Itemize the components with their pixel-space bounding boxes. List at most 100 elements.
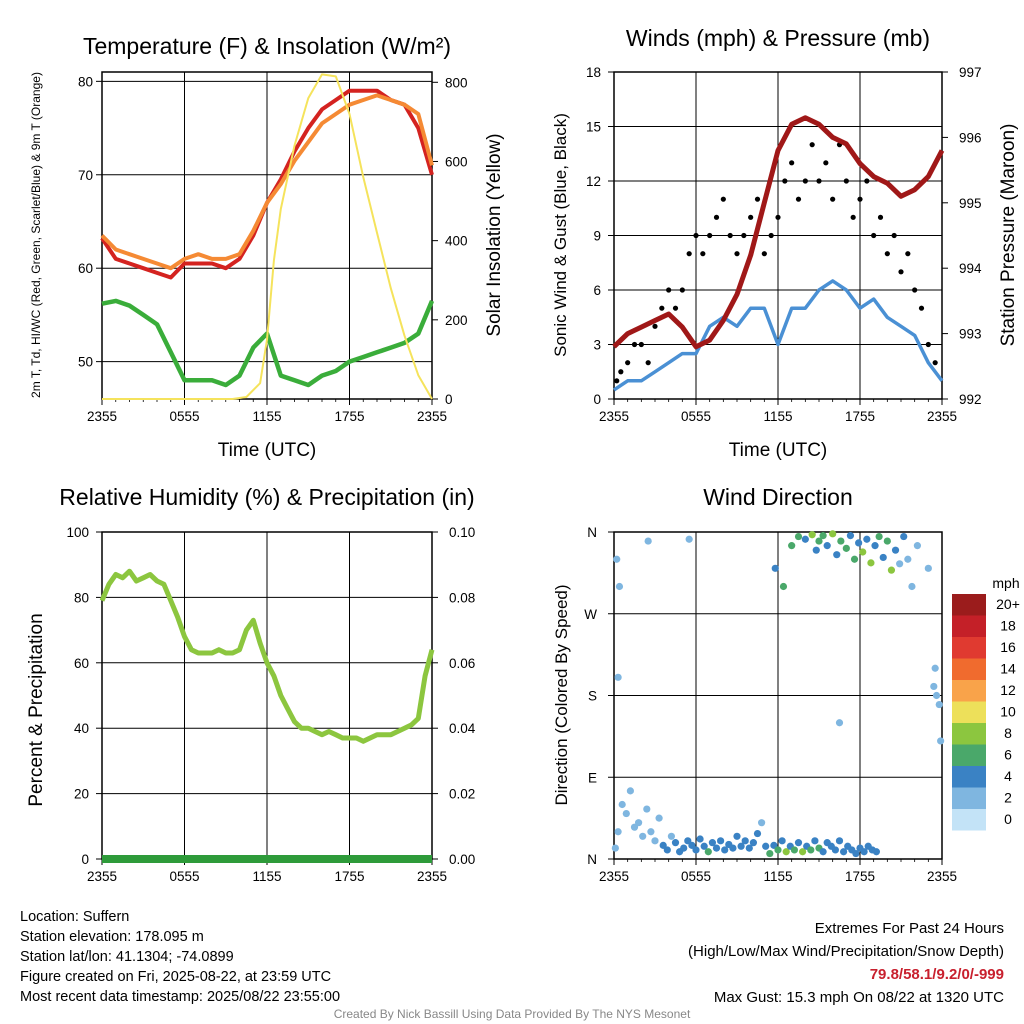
gust-point xyxy=(761,251,767,257)
direction-point xyxy=(647,828,655,836)
direction-point xyxy=(812,546,820,554)
gust-point xyxy=(912,287,918,293)
y-tick-label: 100 xyxy=(66,525,89,540)
direction-point xyxy=(778,837,786,845)
y-right-tick-label: 0.02 xyxy=(449,787,475,802)
y-axis-label: 2m T, Td, HI/WC (Red, Green, Scarlet/Blu… xyxy=(29,72,43,398)
direction-point xyxy=(696,835,704,843)
direction-point xyxy=(745,844,753,852)
legend-swatch xyxy=(952,637,986,659)
direction-point xyxy=(708,839,717,847)
legend-swatch xyxy=(952,766,986,788)
legend-label: 20+ xyxy=(996,596,1020,612)
direction-point xyxy=(891,546,900,554)
y-right-axis-label: Station Pressure (Maroon) xyxy=(998,124,1019,347)
legend-label: 12 xyxy=(1000,682,1016,698)
direction-point xyxy=(644,537,652,545)
direction-point xyxy=(867,559,875,567)
gust-point xyxy=(891,232,897,239)
direction-point xyxy=(823,542,831,550)
direction-point xyxy=(741,837,749,845)
gust-point xyxy=(864,178,870,184)
y-tick-label: 6 xyxy=(593,283,601,298)
y-tick-label: 40 xyxy=(74,721,89,736)
gust-point xyxy=(614,378,620,384)
credit-text: Created By Nick Bassill Using Data Provi… xyxy=(333,1007,691,1021)
y-right-tick-label: 993 xyxy=(959,327,982,342)
y-axis-label: Sonic Wind & Gust (Blue, Black) xyxy=(551,113,570,357)
gust-point xyxy=(693,232,699,239)
direction-point xyxy=(794,839,803,847)
x-tick-label: 0555 xyxy=(681,869,711,884)
x-tick-label: 0555 xyxy=(169,869,199,884)
direction-point xyxy=(835,719,844,727)
direction-point xyxy=(801,535,809,543)
recent-data-text: Most recent data timestamp: 2025/08/22 2… xyxy=(20,989,341,1005)
extremes-title: Extremes For Past 24 Hours xyxy=(814,920,1004,937)
legend-label: 14 xyxy=(1000,661,1016,677)
x-tick-label: 0555 xyxy=(681,409,711,424)
chart-title: Wind Direction xyxy=(703,484,853,510)
direction-point xyxy=(835,837,844,845)
direction-point xyxy=(815,537,823,545)
direction-point xyxy=(712,844,721,852)
direction-point xyxy=(766,849,774,858)
y-right-tick-label: 995 xyxy=(959,196,982,211)
legend-label: 8 xyxy=(1004,725,1012,741)
direction-point xyxy=(618,800,626,809)
direction-point xyxy=(671,839,680,847)
y-tick-label: 70 xyxy=(78,168,93,183)
y-tick-label: 60 xyxy=(78,261,93,276)
direction-point xyxy=(883,537,891,545)
gust-point xyxy=(768,232,774,239)
direction-point xyxy=(840,848,848,856)
gust-point xyxy=(618,369,624,375)
x-tick-label: 1155 xyxy=(252,869,281,884)
y-tick-label: N xyxy=(587,525,597,540)
legend-swatch xyxy=(952,680,986,702)
y-right-tick-label: 600 xyxy=(445,154,468,169)
direction-point xyxy=(614,828,622,836)
y-right-tick-label: 0.00 xyxy=(449,852,475,867)
y-axis-label: Percent & Precipitation xyxy=(26,613,47,806)
gust-point xyxy=(645,360,651,366)
direction-point xyxy=(896,560,904,568)
y-right-tick-label: 400 xyxy=(445,234,468,249)
direction-point xyxy=(863,535,871,543)
gust-point xyxy=(727,232,733,239)
gust-point xyxy=(686,251,692,257)
gust-point xyxy=(823,160,829,166)
gust-point xyxy=(925,341,931,348)
location-text: Location: Suffern xyxy=(20,909,130,925)
gust-point xyxy=(679,287,685,293)
extremes-subtitle: (High/Low/Max Wind/Precipitation/Snow De… xyxy=(688,943,1004,960)
legend-swatch xyxy=(952,701,986,723)
x-tick-label: 1155 xyxy=(763,869,792,884)
created-text: Figure created on Fri, 2025-08-22, at 23… xyxy=(20,969,332,985)
direction-point xyxy=(808,531,816,539)
series-line-rh xyxy=(99,568,435,744)
y-right-tick-label: 200 xyxy=(445,313,468,328)
x-axis-label: Time (UTC) xyxy=(218,440,317,461)
series-line-solar xyxy=(102,73,433,400)
x-tick-label: 1155 xyxy=(763,409,792,424)
x-tick-label: 2355 xyxy=(87,409,117,424)
direction-point xyxy=(837,537,845,545)
direction-point xyxy=(924,564,932,572)
direction-point xyxy=(639,832,647,840)
y-tick-label: 80 xyxy=(74,590,89,605)
direction-point xyxy=(771,564,779,572)
y-tick-label: 12 xyxy=(586,174,601,189)
series-line-sonic-wind xyxy=(613,279,944,392)
direction-point xyxy=(762,842,770,850)
legend-swatch xyxy=(952,809,986,831)
direction-point xyxy=(749,839,758,847)
direction-point xyxy=(704,848,712,856)
direction-point xyxy=(842,544,850,552)
y-tick-label: 0 xyxy=(593,392,601,407)
direction-point xyxy=(935,700,943,709)
legend-swatch xyxy=(952,723,986,745)
extremes-values: 79.8/58.1/9.2/0/-999 xyxy=(869,966,1004,983)
legend-label: 10 xyxy=(1000,704,1016,720)
direction-point xyxy=(790,846,799,854)
